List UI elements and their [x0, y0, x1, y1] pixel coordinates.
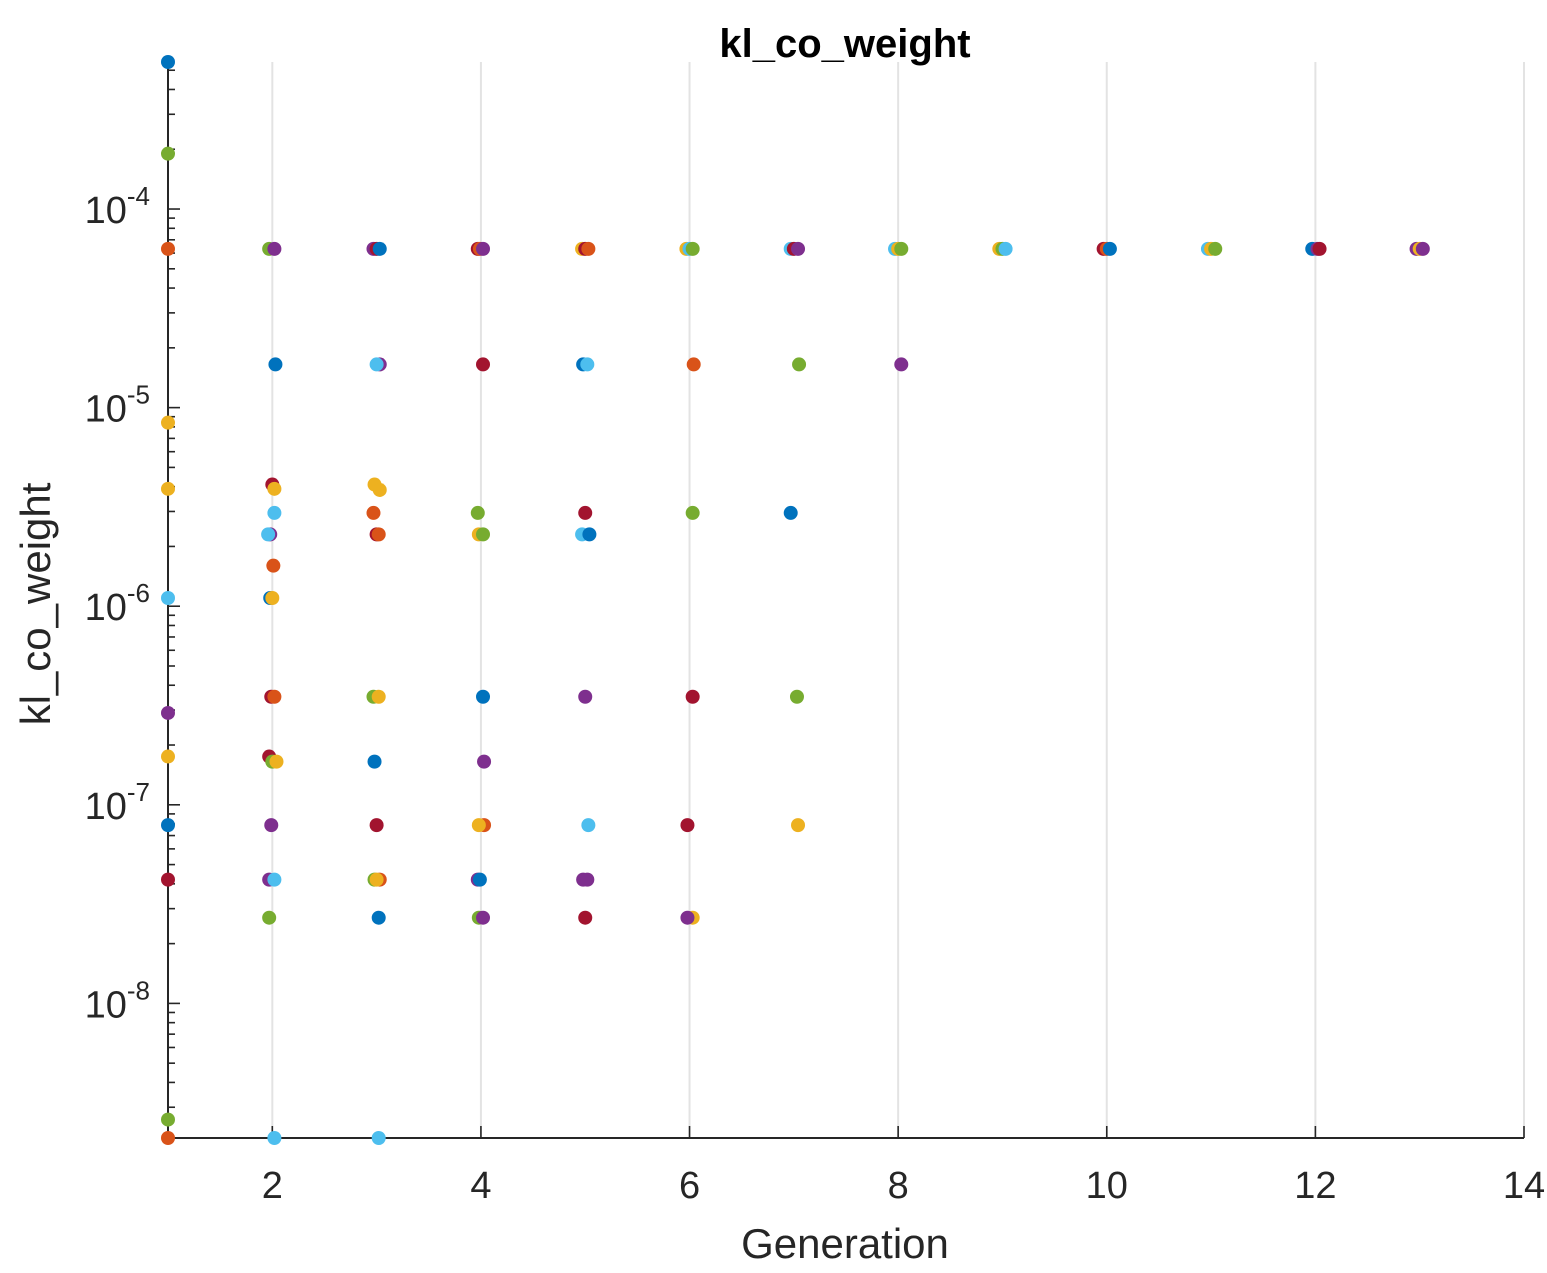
data-point [369, 357, 384, 372]
data-points [161, 55, 1430, 1145]
x-tick-label: 6 [679, 1165, 700, 1207]
y-tick-label: 10-5 [85, 380, 150, 431]
y-tick-label: 10-7 [85, 777, 150, 828]
data-point [1102, 241, 1117, 256]
data-point [161, 146, 175, 161]
data-point [998, 241, 1013, 256]
data-point [161, 705, 175, 720]
data-point [477, 754, 492, 769]
x-axis-ticks: 2 4 6 8 10 12 14 [262, 1126, 1545, 1207]
data-point [161, 1112, 175, 1127]
data-point [680, 910, 695, 925]
data-point [269, 754, 284, 769]
chart-title: kl_co_weight [719, 22, 970, 66]
data-point [471, 818, 486, 833]
x-tick-label: 4 [470, 1165, 491, 1207]
y-tick-label: 10-6 [85, 578, 150, 629]
data-point [367, 754, 382, 769]
data-point [476, 910, 491, 925]
data-point [680, 818, 695, 833]
data-point [789, 689, 804, 704]
data-point [476, 689, 491, 704]
data-point [582, 527, 597, 542]
data-point [578, 689, 593, 704]
data-point [894, 357, 909, 372]
data-point [369, 818, 384, 833]
data-point [472, 872, 487, 887]
data-point [161, 818, 175, 833]
x-tick-label: 14 [1503, 1165, 1545, 1207]
data-point [372, 241, 387, 256]
data-point [581, 818, 596, 833]
data-point [685, 241, 700, 256]
data-point [580, 357, 595, 372]
data-point [366, 505, 381, 520]
data-point [476, 357, 491, 372]
data-point [161, 481, 175, 496]
data-point [371, 1131, 386, 1145]
data-point [791, 818, 806, 833]
data-point [1312, 241, 1327, 256]
data-point [161, 749, 175, 764]
data-point [1415, 241, 1430, 256]
data-point [476, 241, 491, 256]
data-point [161, 241, 175, 256]
y-tick-label: 10-4 [85, 181, 150, 232]
data-point [685, 505, 700, 520]
data-point [686, 357, 701, 372]
data-point [470, 505, 485, 520]
data-point [578, 910, 593, 925]
data-point [268, 357, 283, 372]
data-point [476, 527, 491, 542]
x-gridlines [271, 62, 1525, 1138]
data-point [267, 689, 282, 704]
data-point [894, 241, 909, 256]
y-tick-label: 10-8 [85, 975, 150, 1026]
data-point [161, 590, 175, 605]
data-point [581, 241, 596, 256]
data-point [267, 241, 282, 256]
data-point [161, 415, 175, 430]
x-axis-label: Generation [741, 1220, 949, 1267]
data-point [1208, 241, 1223, 256]
data-point [792, 357, 807, 372]
x-tick-label: 8 [888, 1165, 909, 1207]
data-point [578, 505, 593, 520]
data-point [791, 241, 806, 256]
data-point [265, 590, 280, 605]
data-point [267, 481, 282, 496]
data-point [161, 55, 175, 69]
data-point [267, 505, 282, 520]
data-point [262, 910, 277, 925]
data-point [264, 818, 279, 833]
data-point [371, 910, 386, 925]
x-tick-label: 10 [1086, 1165, 1128, 1207]
data-point [371, 527, 386, 542]
data-point [261, 527, 276, 542]
data-point [783, 505, 798, 520]
y-axis-label: kl_co_weight [12, 482, 59, 725]
data-point [580, 872, 595, 887]
data-point [369, 872, 384, 887]
data-point [161, 872, 175, 887]
data-point [372, 482, 387, 497]
data-point [161, 1131, 175, 1145]
data-point [266, 558, 281, 573]
data-point [371, 689, 386, 704]
data-point [685, 689, 700, 704]
data-point [267, 872, 282, 887]
y-axis-ticks: 10-8 10-7 10-6 10-5 10-4 [85, 69, 180, 1109]
x-tick-label: 2 [262, 1165, 283, 1207]
data-point [267, 1131, 282, 1145]
x-tick-label: 12 [1294, 1165, 1336, 1207]
